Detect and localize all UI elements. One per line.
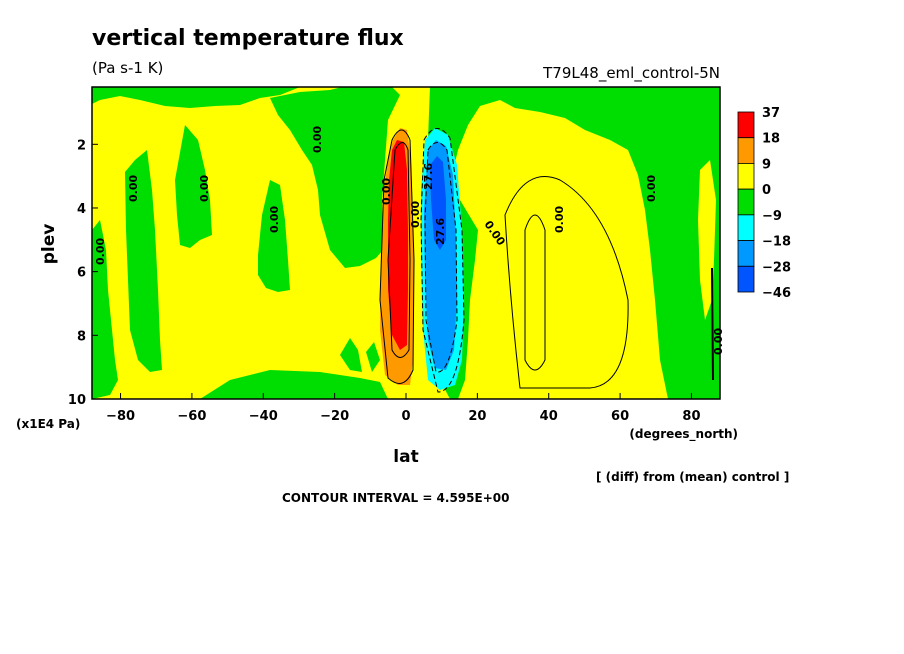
- x-tick-label: 40: [540, 409, 558, 424]
- contour-interval: CONTOUR INTERVAL = 4.595E+00: [282, 491, 509, 505]
- y-axis: 2 4 6 8 10: [68, 138, 98, 408]
- colorbar-swatch: [737, 214, 755, 241]
- region-negative-right: [428, 87, 720, 399]
- colorbar-swatch: [737, 163, 755, 190]
- region-negative-right-yellow-hole: [497, 165, 630, 392]
- colorbar-label: 0: [762, 183, 771, 198]
- contour-label: 27.6: [434, 218, 447, 245]
- colorbar-label: 18: [762, 132, 780, 147]
- x-tick-label: −80: [106, 409, 135, 424]
- contour-label: 0.00: [198, 175, 211, 202]
- x-axis-units: (degrees_north): [629, 427, 738, 442]
- experiment-label: T79L48_eml_control-5N: [542, 64, 720, 83]
- contour-label: 0.00: [268, 206, 281, 233]
- contour-label: 0.00: [553, 206, 566, 233]
- y-tick-label: 2: [77, 138, 86, 153]
- region-negative-small-1: [340, 338, 362, 372]
- contour-label: 0.00: [127, 175, 140, 202]
- contour-label: 0.00: [645, 175, 658, 202]
- contour-lines: [379, 128, 714, 393]
- colorbar-label: −28: [762, 260, 791, 275]
- region-negative-darkblue: [430, 156, 446, 250]
- chart-title: vertical temperature flux: [92, 26, 404, 51]
- region-positive-red: [388, 140, 408, 350]
- colorbar-label: −18: [762, 235, 791, 250]
- x-tick-label: −60: [177, 409, 206, 424]
- colorbar-swatch: [737, 111, 755, 139]
- contour-label: 27.6: [422, 163, 435, 190]
- colorbar-label: −46: [762, 286, 791, 301]
- region-negative-left-top: [92, 87, 300, 108]
- y-axis-label: plev: [39, 224, 59, 265]
- contour-label: 0.00: [380, 178, 393, 205]
- colorbar-swatch: [737, 240, 755, 267]
- region-negative-mid: [270, 87, 400, 268]
- y-tick-label: 6: [77, 266, 86, 281]
- contour-label: 0.00: [311, 126, 324, 153]
- region-negative-left-3: [175, 125, 212, 248]
- x-tick-label: −40: [249, 409, 278, 424]
- plot-area: [91, 86, 721, 400]
- contour-label: 0.00: [409, 201, 422, 228]
- x-tick-label: 60: [611, 409, 629, 424]
- colorbar-swatch: [737, 265, 755, 293]
- x-tick-label: 0: [401, 409, 410, 424]
- colorbar-label: 37: [762, 106, 780, 121]
- y-tick-label: 10: [68, 393, 86, 408]
- colorbar-swatch: [737, 188, 755, 216]
- diff-note: [ (diff) from (mean) control ]: [596, 470, 789, 484]
- x-tick-label: −20: [320, 409, 349, 424]
- colorbar-swatch: [737, 137, 755, 164]
- region-negative-small-2: [366, 342, 380, 372]
- chart-units: (Pa s-1 K): [92, 59, 163, 77]
- region-negative-lower-left: [200, 370, 388, 399]
- x-axis-label: lat: [393, 447, 418, 467]
- region-negative-left-1: [92, 220, 118, 399]
- y-axis-units: (x1E4 Pa): [16, 417, 80, 431]
- x-tick-label: 20: [468, 409, 486, 424]
- y-tick-label: 8: [77, 329, 86, 344]
- contour-label: 0.00: [712, 328, 725, 355]
- colorbar-label: 9: [762, 157, 771, 172]
- colorbar-label: −9: [762, 209, 782, 224]
- x-tick-label: 80: [682, 409, 700, 424]
- x-axis: −80 −60 −40 −20 0 20 40 60 80: [106, 393, 701, 424]
- colorbar: 37 18 9 0 −9 −18 −28 −46: [737, 106, 791, 301]
- region-negative-left-2: [125, 150, 162, 372]
- region-negative-left-4: [258, 180, 290, 292]
- y-tick-label: 4: [77, 202, 86, 217]
- contour-label: 0.00: [94, 238, 107, 265]
